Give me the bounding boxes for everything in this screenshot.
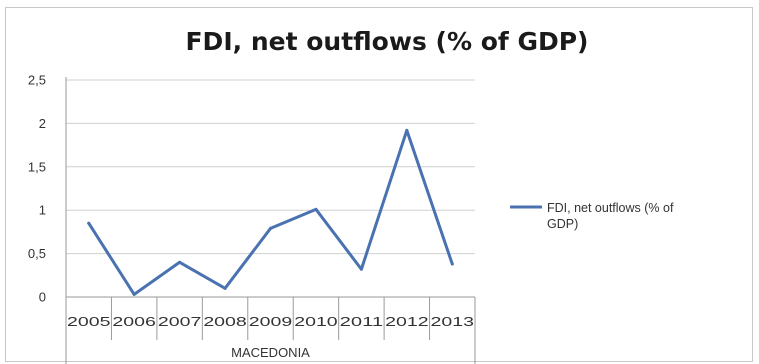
x-tick-label: 2006 bbox=[112, 314, 155, 329]
legend: FDI, net outflows (% of GDP) bbox=[510, 201, 674, 231]
x-tick-label: 2012 bbox=[385, 314, 428, 329]
y-tick-label: 1,5 bbox=[28, 159, 46, 174]
gridlines bbox=[66, 79, 475, 255]
y-axis: 0 0,5 1 1,5 2 2,5 bbox=[28, 73, 46, 305]
chart-title: FDI, net outflows (% of GDP) bbox=[185, 27, 588, 56]
data-point bbox=[359, 267, 363, 271]
x-tick-label: 2009 bbox=[249, 314, 292, 329]
x-tick-label: 2008 bbox=[203, 314, 246, 329]
x-tick-label: 2010 bbox=[294, 314, 337, 329]
data-point bbox=[450, 262, 454, 266]
series-layer bbox=[87, 128, 454, 296]
data-point bbox=[87, 221, 91, 225]
y-tick-label: 2,5 bbox=[28, 73, 46, 88]
chart-area bbox=[5, 7, 753, 362]
x-tick-label: 2005 bbox=[67, 314, 110, 329]
x-tick-label: 2007 bbox=[158, 314, 201, 329]
legend-label: GDP) bbox=[547, 217, 578, 231]
legend-label: FDI, net outflows (% of bbox=[547, 201, 674, 215]
series-line bbox=[87, 128, 454, 296]
y-tick-label: 1 bbox=[39, 203, 46, 218]
y-tick-label: 0,5 bbox=[28, 246, 46, 261]
data-point bbox=[405, 128, 409, 132]
data-point bbox=[269, 226, 272, 230]
y-tick-label: 0 bbox=[39, 290, 46, 305]
x-group-label: MACEDONIA bbox=[231, 345, 310, 360]
data-point bbox=[132, 292, 136, 296]
data-point bbox=[178, 260, 182, 264]
x-axis: 2005 2006 2007 2008 2009 2010 2011 2012 2013 MACE… bbox=[65, 77, 476, 364]
data-point bbox=[314, 207, 318, 211]
y-tick-label: 2 bbox=[39, 116, 46, 131]
data-point bbox=[223, 286, 227, 290]
x-tick-label: 2011 bbox=[340, 314, 383, 329]
x-tick-label: 2013 bbox=[431, 314, 474, 329]
